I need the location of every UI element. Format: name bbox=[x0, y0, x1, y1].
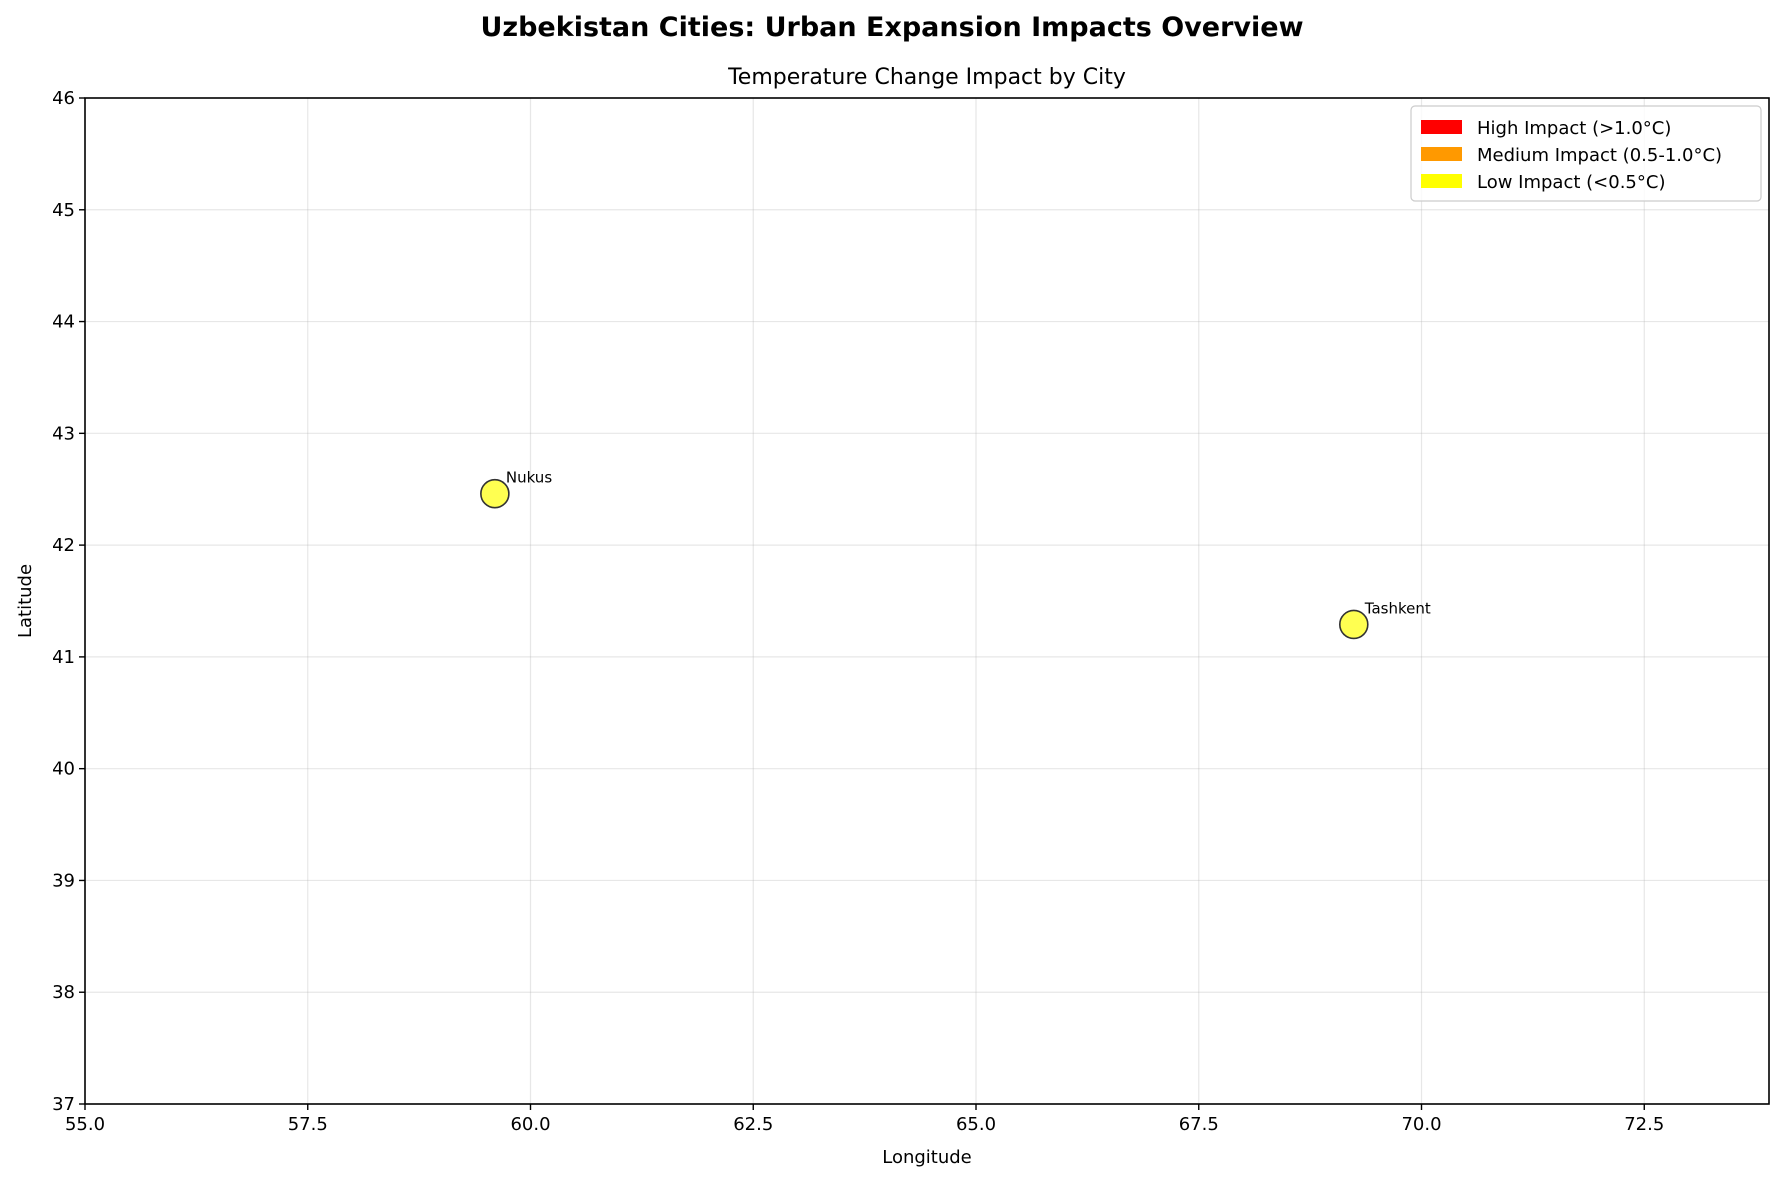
y-tick-label: 39 bbox=[52, 870, 75, 891]
y-axis-label: Latitude bbox=[15, 564, 36, 638]
x-tick-label: 65.0 bbox=[956, 1114, 996, 1135]
legend-label: Medium Impact (0.5-1.0°C) bbox=[1477, 145, 1722, 166]
y-tick-label: 41 bbox=[52, 647, 75, 668]
legend-label: High Impact (>1.0°C) bbox=[1477, 118, 1671, 139]
y-tick-label: 43 bbox=[52, 423, 75, 444]
x-tick-label: 70.0 bbox=[1401, 1114, 1441, 1135]
legend-swatch bbox=[1421, 120, 1462, 134]
x-tick-label: 57.5 bbox=[288, 1114, 328, 1135]
figure-title: Uzbekistan Cities: Urban Expansion Impac… bbox=[480, 12, 1303, 43]
x-axis-ticks: 55.0 57.5 60.0 62.5 65.0 67.5 70.0 72.5 bbox=[65, 1104, 1664, 1135]
legend-swatch bbox=[1421, 174, 1462, 188]
plot-area-frame bbox=[84, 97, 1770, 1105]
y-tick-label: 44 bbox=[52, 312, 75, 333]
y-tick-label: 37 bbox=[52, 1094, 75, 1115]
chart-title: Temperature Change Impact by City bbox=[727, 65, 1126, 90]
grid bbox=[84, 97, 1769, 1105]
y-axis-ticks: 37 38 39 40 41 42 43 44 45 46 bbox=[52, 88, 85, 1115]
legend-swatch bbox=[1421, 147, 1462, 161]
y-tick-label: 38 bbox=[52, 982, 75, 1003]
city-label: Nukus bbox=[506, 469, 552, 487]
x-tick-label: 62.5 bbox=[733, 1114, 773, 1135]
legend-label: Low Impact (<0.5°C) bbox=[1477, 172, 1665, 193]
x-tick-label: 67.5 bbox=[1179, 1114, 1219, 1135]
x-tick-label: 72.5 bbox=[1624, 1114, 1664, 1135]
data-points: Nukus Tashkent bbox=[480, 469, 1431, 640]
city-point-tashkent[interactable] bbox=[1338, 609, 1369, 640]
x-tick-label: 60.0 bbox=[510, 1114, 550, 1135]
x-tick-label: 55.0 bbox=[65, 1114, 105, 1135]
city-label: Tashkent bbox=[1364, 599, 1431, 617]
legend: High Impact (>1.0°C) Medium Impact (0.5-1… bbox=[1410, 105, 1762, 202]
legend-box bbox=[1410, 105, 1762, 202]
city-point-nukus[interactable] bbox=[480, 478, 510, 509]
x-axis-label: Longitude bbox=[882, 1147, 972, 1168]
y-tick-label: 46 bbox=[52, 88, 75, 109]
y-tick-label: 42 bbox=[52, 535, 75, 556]
y-tick-label: 45 bbox=[52, 200, 75, 221]
y-tick-label: 40 bbox=[52, 759, 75, 780]
